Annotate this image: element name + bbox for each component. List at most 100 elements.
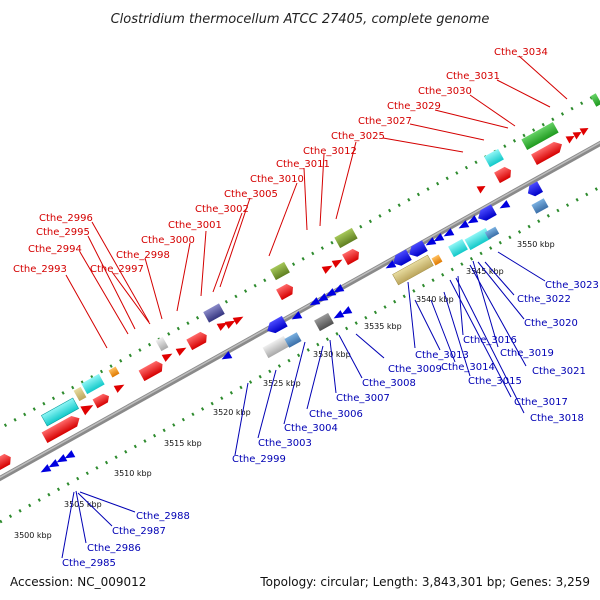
gene-feature[interactable] [340,306,353,318]
gene-label-cthe-3031[interactable]: Cthe_3031 [446,71,500,82]
gene-feature[interactable] [332,310,345,322]
gene-feature[interactable] [232,313,246,325]
gene-feature[interactable] [572,129,584,140]
gene-label-cthe-3022[interactable]: Cthe_3022 [517,294,571,305]
gene-feature[interactable] [579,125,591,136]
gene-feature[interactable] [0,452,14,473]
gene-feature[interactable] [47,459,60,471]
gene-feature[interactable] [457,220,470,232]
gene-label-cthe-2993[interactable]: Cthe_2993 [13,264,67,275]
gene-label-cthe-2996[interactable]: Cthe_2996 [39,213,93,224]
gene-feature[interactable] [332,284,345,296]
gene-feature[interactable] [39,464,52,476]
gene-feature[interactable] [81,373,105,395]
gene-feature[interactable] [334,227,358,249]
gene-feature[interactable] [406,240,428,259]
gene-label-cthe-3016[interactable]: Cthe_3016 [463,335,517,346]
gene-feature[interactable] [525,181,544,198]
gene-feature[interactable] [531,139,565,166]
gene-feature[interactable] [431,254,443,266]
gene-label-cthe-3008[interactable]: Cthe_3008 [362,378,416,389]
gene-label-cthe-3029[interactable]: Cthe_3029 [387,101,441,112]
gene-feature[interactable] [186,330,209,351]
gene-feature[interactable] [316,293,329,305]
gene-feature[interactable] [276,282,296,301]
gene-label-cthe-3013[interactable]: Cthe_3013 [415,350,469,361]
gene-label-cthe-2994[interactable]: Cthe_2994 [28,244,82,255]
gene-feature[interactable] [384,260,397,272]
gene-label-cthe-2997[interactable]: Cthe_2997 [90,264,144,275]
gene-feature[interactable] [308,297,321,309]
gene-feature[interactable] [521,122,559,150]
gene-feature[interactable] [314,312,334,332]
gene-feature[interactable] [216,319,230,331]
gene-feature[interactable] [80,401,95,416]
gene-feature[interactable] [448,238,468,258]
gene-feature[interactable] [161,350,175,362]
gene-label-cthe-3014[interactable]: Cthe_3014 [441,362,495,373]
gene-label-cthe-3018[interactable]: Cthe_3018 [530,413,584,424]
gene-feature[interactable] [175,344,189,356]
gene-label-cthe-3001[interactable]: Cthe_3001 [168,220,222,231]
gene-feature[interactable] [424,237,437,249]
gene-label-cthe-3027[interactable]: Cthe_3027 [358,116,412,127]
gene-feature[interactable] [432,233,445,245]
gene-feature[interactable] [484,226,500,240]
gene-feature[interactable] [262,335,290,359]
gene-label-cthe-3002[interactable]: Cthe_3002 [195,204,249,215]
gene-feature[interactable] [342,247,362,266]
gene-feature[interactable] [108,366,120,378]
gene-feature[interactable] [324,288,337,300]
gene-feature[interactable] [41,397,79,427]
gene-feature[interactable] [390,249,412,268]
gene-feature[interactable] [290,311,303,323]
gene-label-cthe-3017[interactable]: Cthe_3017 [514,397,568,408]
gene-feature[interactable] [270,261,290,281]
gene-feature[interactable] [484,148,504,168]
gene-label-cthe-2995[interactable]: Cthe_2995 [36,227,90,238]
gene-feature[interactable] [494,165,514,184]
gene-feature[interactable] [464,227,492,251]
gene-label-cthe-3012[interactable]: Cthe_3012 [303,146,357,157]
gene-feature[interactable] [92,392,112,409]
gene-label-cthe-2988[interactable]: Cthe_2988 [136,511,190,522]
gene-feature[interactable] [203,303,225,323]
gene-feature[interactable] [442,228,455,240]
gene-label-cthe-3011[interactable]: Cthe_3011 [276,159,330,170]
gene-label-cthe-3009[interactable]: Cthe_3009 [388,364,442,375]
gene-feature[interactable] [264,315,288,336]
gene-feature[interactable] [475,204,497,223]
gene-label-cthe-2999[interactable]: Cthe_2999 [232,454,286,465]
gene-label-cthe-3000[interactable]: Cthe_3000 [141,235,195,246]
gene-feature[interactable] [392,254,434,286]
gene-feature[interactable] [331,256,345,268]
gene-feature[interactable] [55,454,68,466]
gene-feature[interactable] [565,133,577,144]
gene-label-cthe-2998[interactable]: Cthe_2998 [116,250,170,261]
gene-label-cthe-3010[interactable]: Cthe_3010 [250,174,304,185]
gene-label-cthe-3007[interactable]: Cthe_3007 [336,393,390,404]
gene-feature[interactable] [63,450,76,462]
gene-feature[interactable] [498,200,511,212]
gene-label-cthe-3019[interactable]: Cthe_3019 [500,348,554,359]
gene-label-cthe-2986[interactable]: Cthe_2986 [87,543,141,554]
gene-label-cthe-3003[interactable]: Cthe_3003 [258,438,312,449]
gene-label-cthe-2985[interactable]: Cthe_2985 [62,558,116,569]
gene-label-cthe-3025[interactable]: Cthe_3025 [331,131,385,142]
gene-feature[interactable] [155,336,169,352]
gene-feature[interactable] [284,332,302,348]
gene-feature[interactable] [224,317,238,329]
gene-label-cthe-2987[interactable]: Cthe_2987 [112,526,166,537]
gene-label-cthe-3015[interactable]: Cthe_3015 [468,376,522,387]
gene-feature[interactable] [466,215,479,227]
gene-label-cthe-3023[interactable]: Cthe_3023 [545,280,599,291]
gene-label-cthe-3005[interactable]: Cthe_3005 [224,189,278,200]
gene-feature[interactable] [321,262,335,274]
gene-feature[interactable] [531,198,549,214]
gene-feature[interactable] [590,93,600,107]
gene-feature[interactable] [138,359,166,382]
gene-label-cthe-3020[interactable]: Cthe_3020 [524,318,578,329]
gene-feature[interactable] [220,351,233,363]
gene-feature[interactable] [476,183,488,194]
gene-label-cthe-3034[interactable]: Cthe_3034 [494,47,548,58]
